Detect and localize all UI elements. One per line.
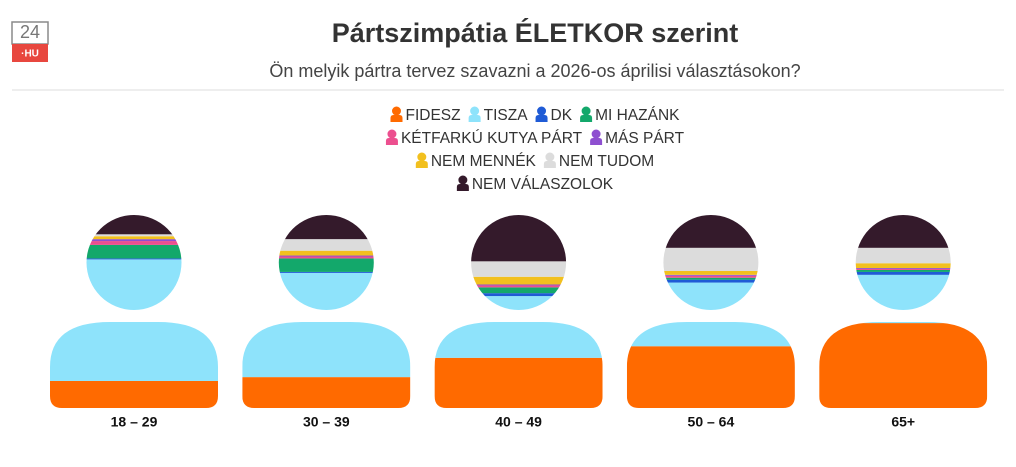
legend-swatch [535,115,548,122]
person-icon [242,215,411,408]
segment [626,277,795,280]
x-label: 40 – 49 [495,414,542,430]
segment [242,255,411,257]
legend-swatch [385,138,398,145]
segment [242,258,411,272]
legend-swatch [468,115,481,122]
segment [819,270,988,272]
segment [242,272,411,378]
legend-item: FIDESZ [390,106,461,124]
legend-swatch [537,106,547,116]
segment [434,215,603,262]
segment [819,247,988,264]
legend-label: DK [551,107,573,124]
segment [434,261,603,277]
legend-label: TISZA [484,107,529,124]
legend-label: NEM MENNÉK [431,153,537,170]
legend-swatch [590,138,603,145]
legend-swatch [456,184,469,191]
legend-swatch [387,129,397,139]
x-label: 50 – 64 [688,414,735,430]
segment [434,287,603,294]
legend-swatch [390,115,403,122]
segment [819,274,988,324]
legend-label: KÉTFARKÚ KUTYA PÁRT [401,130,583,147]
legend-swatch [415,161,428,168]
legend-item: DK [535,106,573,124]
legend-label: NEM TUDOM [559,153,654,170]
logo-band [12,44,48,62]
segment [50,239,218,242]
segment [242,377,411,408]
person-icon [50,215,218,408]
segment [626,247,795,271]
legend-label: NEM VÁLASZOLOK [472,176,614,193]
segment [50,244,218,259]
segment [50,215,218,235]
chart-title: Pártszimpátia ÉLETKOR szerint [332,17,739,48]
segment [434,296,603,358]
legend-swatch [591,129,601,139]
segment [434,293,603,297]
logo-top: 24 [20,22,40,42]
segment [819,263,988,269]
legend-swatch [580,115,593,122]
legend-swatch [470,106,480,116]
segment [50,380,218,408]
legend-item: TISZA [468,106,529,124]
legend-item: NEM VÁLASZOLOK [456,175,614,193]
legend-swatch [543,161,556,168]
segment [434,276,603,285]
legend-swatch [581,106,591,116]
x-label: 30 – 39 [303,414,350,430]
person-icon [819,215,988,408]
legend-swatch [392,106,401,116]
segment [626,270,795,275]
segment [434,357,603,408]
segment [626,279,795,283]
legend-swatch [545,152,555,162]
segment [819,271,988,275]
segment [819,269,988,271]
segment [50,259,218,381]
segment [242,256,411,259]
segment [434,285,603,288]
segment [819,268,988,270]
segment [626,282,795,347]
x-label: 65+ [891,414,915,430]
segment [50,258,218,260]
legend-item: NEM MENNÉK [415,152,537,170]
segment [50,241,218,245]
legend-label: FIDESZ [406,107,461,124]
segment [242,250,411,256]
legend-swatch [458,175,468,185]
segment [626,346,795,408]
segment [50,234,218,237]
x-label: 18 – 29 [111,414,158,430]
segment [626,275,795,278]
chart-subtitle: Ön melyik pártra tervez szavazni a 2026-… [269,61,800,81]
segment [819,323,988,408]
person-icon [626,215,795,408]
segment [626,274,795,276]
segment [819,215,988,248]
segment [242,239,411,251]
logo-bottom: ·HU [21,49,39,60]
legend-item: KÉTFARKÚ KUTYA PÁRT [385,129,583,147]
legend-item: NEM TUDOM [543,152,654,170]
legend-swatch [417,152,427,162]
segment [242,215,411,240]
segment [242,271,411,273]
person-icon [434,215,603,408]
segment [434,284,603,286]
legend-label: MÁS PÁRT [605,130,684,147]
legend-label: MI HAZÁNK [595,107,680,124]
legend-item: MI HAZÁNK [580,106,680,124]
legend-item: MÁS PÁRT [590,129,685,147]
segment [626,215,795,248]
segment [50,236,218,240]
